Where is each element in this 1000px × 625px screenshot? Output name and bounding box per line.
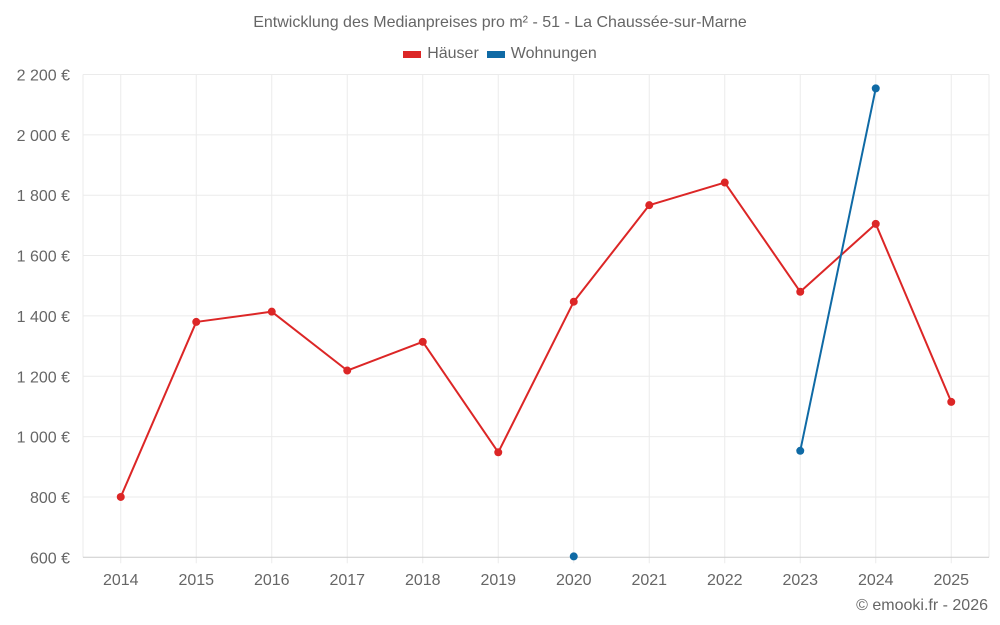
chart-title: Entwicklung des Medianpreises pro m² - 5… — [253, 14, 747, 31]
x-tick-label: 2018 — [405, 572, 441, 589]
legend-label-haeuser: Häuser — [427, 45, 479, 62]
legend-swatch-haeuser — [403, 50, 422, 58]
y-tick-label: 1 000 € — [17, 430, 70, 447]
y-tick-label: 800 € — [30, 490, 70, 507]
x-tick-label: 2017 — [329, 572, 365, 589]
data-point-huser — [720, 178, 729, 187]
legend-swatch-wohnungen — [486, 50, 505, 58]
data-point-wohnungen — [569, 552, 578, 561]
data-point-huser — [947, 397, 956, 406]
legend-label-wohnungen: Wohnungen — [510, 45, 597, 62]
data-point-huser — [494, 448, 503, 457]
y-tick-label: 2 200 € — [17, 68, 70, 85]
x-tick-label: 2023 — [782, 572, 818, 589]
legend-item-haeuser[interactable]: Häuser — [403, 45, 479, 63]
data-point-huser — [192, 317, 201, 326]
credit-text: © emooki.fr - 2026 — [856, 597, 988, 614]
data-point-huser — [343, 366, 352, 375]
x-tick-label: 2022 — [707, 572, 743, 589]
data-point-huser — [418, 337, 427, 346]
data-point-wohnungen — [871, 84, 880, 93]
data-point-huser — [116, 492, 125, 501]
x-tick-label: 2016 — [254, 572, 290, 589]
legend-item-wohnungen[interactable]: Wohnungen — [486, 45, 597, 63]
y-tick-label: 1 800 € — [17, 188, 70, 205]
series-line-wohnungen — [799, 88, 877, 451]
data-point-huser — [569, 297, 578, 306]
y-tick-label: 1 200 € — [17, 369, 70, 386]
series-line-huser — [119, 181, 953, 498]
data-point-huser — [871, 219, 880, 228]
x-tick-label: 2021 — [631, 572, 667, 589]
x-tick-label: 2015 — [178, 572, 214, 589]
y-tick-label: 2 000 € — [17, 128, 70, 145]
y-tick-label: 1 600 € — [17, 249, 70, 266]
y-tick-label: 600 € — [30, 550, 70, 567]
x-tick-label: 2014 — [103, 572, 139, 589]
y-tick-label: 1 400 € — [17, 309, 70, 326]
data-point-huser — [267, 307, 276, 316]
x-tick-label: 2024 — [858, 572, 894, 589]
legend: Häuser Wohnungen — [0, 45, 1000, 63]
data-point-huser — [796, 287, 805, 296]
data-point-huser — [645, 201, 654, 210]
x-tick-label: 2025 — [933, 572, 969, 589]
data-point-wohnungen — [796, 446, 805, 455]
x-tick-label: 2019 — [480, 572, 516, 589]
x-tick-label: 2020 — [556, 572, 592, 589]
